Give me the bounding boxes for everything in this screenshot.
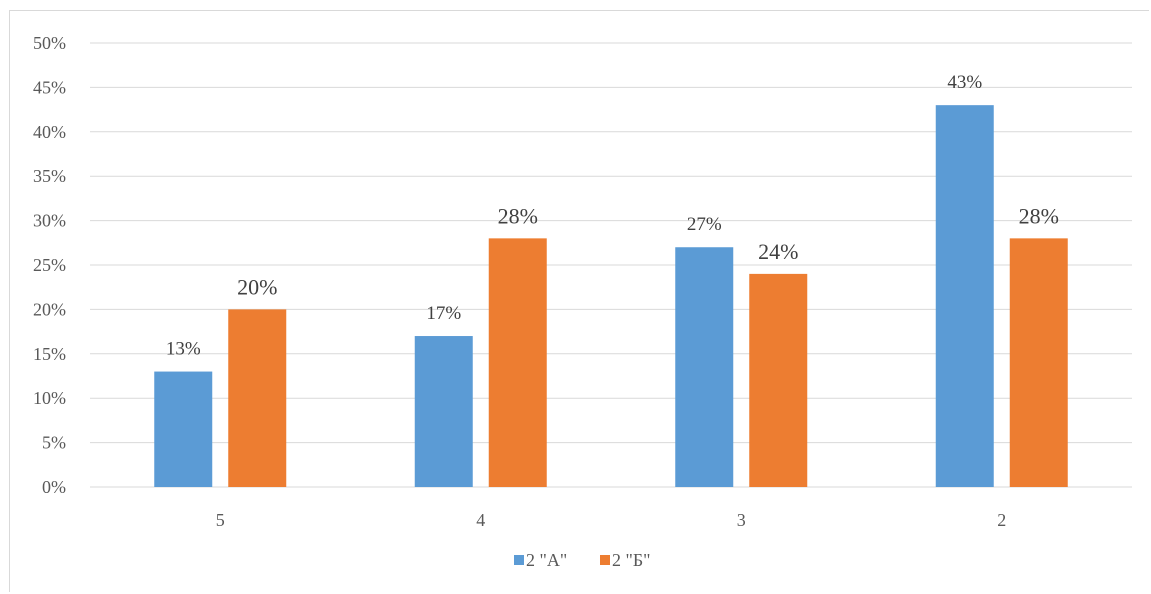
data-label: 17% — [426, 303, 461, 324]
y-tick-label: 30% — [33, 211, 66, 231]
bar — [414, 336, 473, 487]
bar — [935, 105, 994, 487]
y-tick-label: 40% — [33, 122, 66, 142]
chart-frame — [9, 10, 1149, 592]
y-tick-label: 10% — [33, 388, 66, 408]
legend-label: 2 "А" — [526, 550, 567, 570]
data-label: 24% — [758, 239, 798, 264]
data-label: 27% — [687, 214, 722, 235]
y-tick-label: 5% — [42, 433, 66, 453]
bar — [228, 309, 287, 487]
data-label: 28% — [498, 203, 538, 228]
bar — [749, 273, 808, 487]
bar — [154, 371, 213, 487]
data-label: 20% — [237, 274, 277, 299]
bar — [488, 238, 547, 487]
y-tick-label: 50% — [33, 33, 66, 53]
data-label: 13% — [166, 339, 201, 360]
data-label: 43% — [947, 72, 982, 93]
x-tick-label: 5 — [216, 510, 225, 530]
x-tick-label: 2 — [997, 510, 1006, 530]
y-tick-label: 0% — [42, 477, 66, 497]
x-tick-label: 3 — [737, 510, 746, 530]
legend-swatch — [514, 555, 524, 565]
y-tick-label: 15% — [33, 344, 66, 364]
y-tick-label: 45% — [33, 77, 66, 97]
legend-swatch — [600, 555, 610, 565]
y-tick-label: 20% — [33, 299, 66, 319]
bar — [675, 247, 734, 487]
x-tick-label: 4 — [476, 510, 485, 530]
y-tick-label: 25% — [33, 255, 66, 275]
data-label: 28% — [1019, 203, 1059, 228]
y-tick-label: 35% — [33, 166, 66, 186]
bar — [1009, 238, 1068, 487]
legend-label: 2 "Б" — [612, 550, 651, 570]
